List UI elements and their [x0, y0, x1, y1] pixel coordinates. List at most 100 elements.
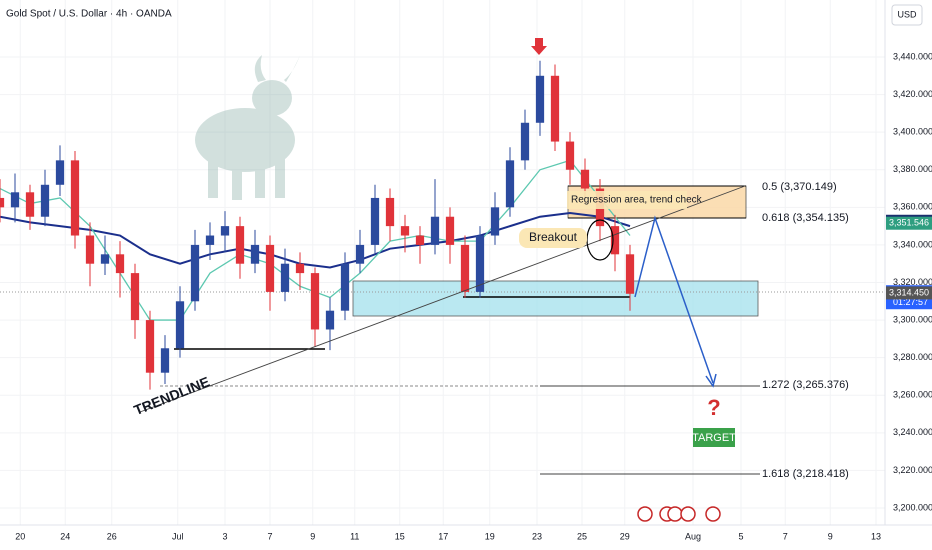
bull-image: [195, 55, 300, 200]
currency-box[interactable]: [891, 4, 923, 26]
candle-body: [565, 141, 575, 170]
trendline: [139, 185, 746, 413]
grid: [0, 0, 885, 525]
candle-body: [10, 192, 20, 208]
candle-body: [175, 301, 185, 349]
candle-body: [430, 216, 440, 245]
symbol-title: Gold Spot / U.S. Dollar · 4h · OANDA: [6, 9, 172, 20]
candle-body: [625, 254, 635, 294]
regression-label: Regression area, trend check: [571, 195, 703, 206]
y-tick-label: 3,240.000: [893, 427, 932, 437]
candle-body: [160, 348, 170, 373]
plot: [0, 60, 635, 390]
y-tick-label: 3,380.000: [893, 164, 932, 174]
candle-body: [55, 160, 65, 185]
candle-body: [460, 244, 470, 292]
x-tick-label: 15: [395, 531, 405, 541]
forecast-path: [634, 215, 714, 384]
target-label: TARGET: [692, 432, 736, 444]
support-box: [352, 280, 759, 317]
candle-body: [85, 235, 95, 264]
candle-body: [310, 273, 320, 330]
candle-body: [340, 263, 350, 311]
candle-body: [415, 235, 425, 245]
axes: 3,200.000 3,220.000 3,240.000 3,260.000 3,28…: [15, 51, 932, 541]
x-tick-label: 7: [267, 531, 272, 541]
candle-body: [265, 244, 275, 292]
top-arrow: [531, 38, 547, 55]
y-tick-label: 3,400.000: [893, 127, 932, 137]
candle-body: [550, 75, 560, 142]
price-tag-timer: 01:27:57: [893, 297, 928, 307]
y-tick-label: 3,200.000: [893, 502, 932, 512]
price-tag: [886, 216, 932, 230]
candle-body: [220, 226, 230, 236]
question-mark: ?: [707, 395, 720, 420]
fib-label: 1.618 (3,218.418): [762, 468, 849, 480]
y-tick-label: 3,320.000: [893, 277, 932, 287]
candle-body: [520, 122, 530, 161]
x-tick-label: 11: [350, 531, 359, 541]
x-tick-label: Aug: [685, 531, 701, 541]
x-tick-label: 3: [222, 531, 227, 541]
price-tag-label: 3,351.546: [889, 218, 929, 228]
fib-label: 0.618 (3,354.135): [762, 212, 849, 224]
arrow-head: [705, 373, 717, 388]
candle-body: [295, 263, 305, 274]
candle-body: [40, 184, 50, 217]
candle-body: [355, 244, 365, 264]
y-tick-label: 3,340.000: [893, 239, 932, 249]
event-icons: [637, 506, 721, 522]
x-tick-label: 26: [107, 531, 117, 541]
y-tick-label: 3,420.000: [893, 89, 932, 99]
moving-average: [0, 211, 631, 269]
x-tick-label: 9: [310, 531, 315, 541]
x-tick-label: 23: [532, 531, 542, 541]
x-tick-label: 24: [60, 531, 70, 541]
candle-body: [100, 254, 110, 264]
fib-label: 1.272 (3,265.376): [762, 379, 849, 391]
candle-body: [190, 244, 200, 302]
candle-body: [145, 320, 155, 373]
candle-body: [535, 75, 545, 123]
currency-label[interactable]: USD: [897, 9, 917, 19]
y-tick-label: 3,280.000: [893, 352, 932, 362]
x-tick-label: 20: [15, 531, 25, 541]
breakout-bubble: [519, 228, 587, 248]
candle-body: [400, 226, 410, 236]
fib-label: 0.5 (3,370.149): [762, 181, 837, 193]
regression-bubble: [567, 191, 687, 209]
candle-body: [385, 197, 395, 227]
x-tick-label: 7: [783, 531, 788, 541]
candle-body: [130, 273, 140, 321]
candle-body: [70, 160, 80, 236]
y-tick-label: 3,360.000: [893, 202, 932, 212]
candle-body: [580, 169, 590, 189]
candle-body: [235, 226, 245, 264]
candle-body: [250, 244, 260, 264]
candle-body: [490, 207, 500, 236]
candle-body: [505, 160, 515, 208]
candle-body: [25, 192, 35, 217]
x-tick-label: Jul: [172, 531, 184, 541]
x-tick-label: 9: [828, 531, 833, 541]
candle-body: [205, 235, 215, 245]
price-tag-label: 3,314.450: [889, 287, 929, 297]
candle-body: [610, 226, 620, 255]
candle-body: [115, 254, 125, 274]
breakout-label: Breakout: [529, 230, 578, 244]
candle-body: [370, 197, 380, 245]
candle-body: [280, 263, 290, 292]
y-tick-label: 3,220.000: [893, 465, 932, 475]
price-tag: [886, 286, 932, 300]
x-tick-label: 29: [620, 531, 630, 541]
candle-body: [0, 197, 5, 208]
candle-body: [475, 235, 485, 292]
x-tick-label: 19: [485, 531, 495, 541]
y-tick-label: 3,260.000: [893, 390, 932, 400]
y-tick-label: 3,440.000: [893, 51, 932, 61]
x-tick-label: 13: [871, 531, 881, 541]
y-tick-label: 3,300.000: [893, 314, 932, 324]
candle-body: [445, 216, 455, 245]
